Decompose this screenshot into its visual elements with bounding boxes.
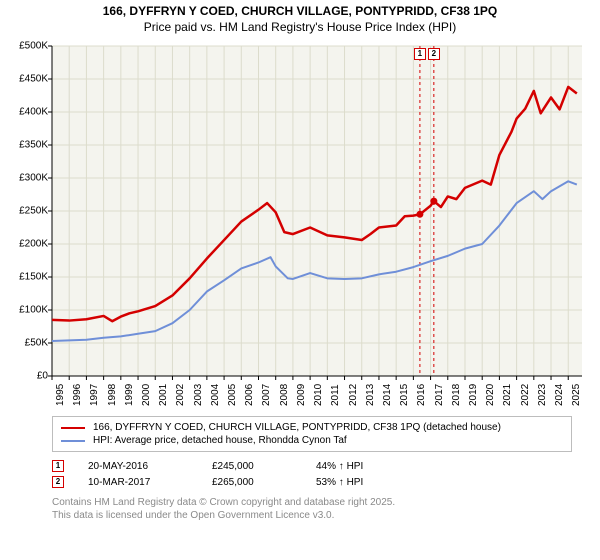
- x-axis-label: 1996: [72, 384, 83, 406]
- transaction-delta: 53% ↑ HPI: [316, 477, 363, 488]
- chart-container: 166, DYFFRYN Y COED, CHURCH VILLAGE, PON…: [0, 0, 600, 526]
- transaction-delta: 44% ↑ HPI: [316, 461, 363, 472]
- transaction-price: £245,000: [212, 461, 292, 472]
- footer-line-1: Contains HM Land Registry data © Crown c…: [52, 496, 572, 509]
- x-axis-label: 2019: [468, 384, 479, 406]
- chart-svg: [8, 40, 592, 410]
- x-axis-label: 2007: [261, 384, 272, 406]
- y-axis-label: £100K: [8, 305, 48, 316]
- x-axis-label: 2011: [330, 384, 341, 406]
- transaction-row-marker: 2: [52, 476, 64, 488]
- x-axis-label: 2018: [451, 384, 462, 406]
- y-axis-label: £500K: [8, 41, 48, 52]
- x-axis-label: 2020: [485, 384, 496, 406]
- x-axis-label: 2010: [313, 384, 324, 406]
- transaction-date: 10-MAR-2017: [88, 477, 188, 488]
- y-axis-label: £50K: [8, 338, 48, 349]
- legend-label: HPI: Average price, detached house, Rhon…: [93, 435, 347, 446]
- chart-area: £0 £50K £100K £150K £200K £250K £300K £350K £400…: [8, 40, 592, 410]
- x-axis-label: 1997: [89, 384, 100, 406]
- y-axis-label: £300K: [8, 173, 48, 184]
- title-line-2: Price paid vs. HM Land Registry's House …: [8, 20, 592, 34]
- x-axis-label: 2024: [554, 384, 565, 406]
- x-axis-label: 2003: [193, 384, 204, 406]
- x-axis-label: 2006: [244, 384, 255, 406]
- y-axis-label: £450K: [8, 74, 48, 85]
- x-axis-label: 2025: [571, 384, 582, 406]
- x-axis-label: 2016: [416, 384, 427, 406]
- transaction-marker: 1: [414, 48, 426, 60]
- legend-swatch: [61, 427, 85, 429]
- title-block: 166, DYFFRYN Y COED, CHURCH VILLAGE, PON…: [8, 4, 592, 34]
- x-axis-label: 1995: [55, 384, 66, 406]
- x-axis-label: 1999: [124, 384, 135, 406]
- legend-row: 166, DYFFRYN Y COED, CHURCH VILLAGE, PON…: [61, 421, 563, 434]
- x-axis-label: 2001: [158, 384, 169, 406]
- x-axis-label: 2017: [434, 384, 445, 406]
- transaction-row: 2 10-MAR-2017 £265,000 53% ↑ HPI: [52, 474, 572, 490]
- x-axis-label: 2021: [502, 384, 513, 406]
- x-axis-label: 2004: [210, 384, 221, 406]
- transaction-row: 1 20-MAY-2016 £245,000 44% ↑ HPI: [52, 458, 572, 474]
- transaction-price: £265,000: [212, 477, 292, 488]
- legend-box: 166, DYFFRYN Y COED, CHURCH VILLAGE, PON…: [52, 416, 572, 452]
- transaction-date: 20-MAY-2016: [88, 461, 188, 472]
- legend-label: 166, DYFFRYN Y COED, CHURCH VILLAGE, PON…: [93, 422, 501, 433]
- x-axis-label: 1998: [107, 384, 118, 406]
- x-axis-label: 2022: [520, 384, 531, 406]
- y-axis-label: £250K: [8, 206, 48, 217]
- x-axis-label: 2015: [399, 384, 410, 406]
- legend-row: HPI: Average price, detached house, Rhon…: [61, 434, 563, 447]
- legend-swatch: [61, 440, 85, 442]
- footer-block: Contains HM Land Registry data © Crown c…: [52, 496, 572, 522]
- title-line-1: 166, DYFFRYN Y COED, CHURCH VILLAGE, PON…: [8, 4, 592, 18]
- transactions-block: 1 20-MAY-2016 £245,000 44% ↑ HPI 2 10-MAR-201…: [52, 458, 572, 490]
- transaction-marker: 2: [428, 48, 440, 60]
- y-axis-label: £400K: [8, 107, 48, 118]
- x-axis-label: 2014: [382, 384, 393, 406]
- y-axis-label: £150K: [8, 272, 48, 283]
- x-axis-label: 2023: [537, 384, 548, 406]
- y-axis-label: £0: [8, 371, 48, 382]
- footer-line-2: This data is licensed under the Open Gov…: [52, 509, 572, 522]
- x-axis-label: 2013: [365, 384, 376, 406]
- x-axis-label: 2000: [141, 384, 152, 406]
- x-axis-label: 2005: [227, 384, 238, 406]
- x-axis-label: 2002: [175, 384, 186, 406]
- y-axis-label: £200K: [8, 239, 48, 250]
- x-axis-label: 2009: [296, 384, 307, 406]
- transaction-row-marker: 1: [52, 460, 64, 472]
- x-axis-label: 2012: [348, 384, 359, 406]
- y-axis-label: £350K: [8, 140, 48, 151]
- x-axis-label: 2008: [279, 384, 290, 406]
